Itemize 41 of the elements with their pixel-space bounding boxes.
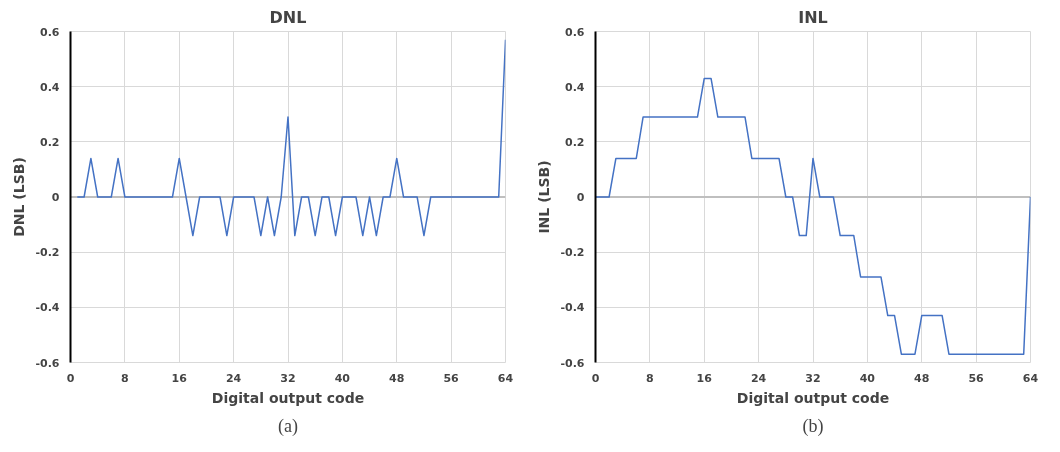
x-tick-label: 24 bbox=[750, 371, 767, 385]
x-tick-label: 16 bbox=[696, 371, 713, 385]
x-tick-label: 24 bbox=[225, 371, 242, 385]
y-tick-label: 0.4 bbox=[565, 80, 585, 94]
y-tick-label: 0.2 bbox=[565, 135, 585, 149]
x-tick-label: 48 bbox=[389, 371, 405, 385]
chart-title: DNL bbox=[269, 7, 307, 27]
y-tick-label: 0 bbox=[51, 191, 60, 204]
y-tick-label: 0.4 bbox=[40, 80, 60, 94]
y-tick-label: 0.2 bbox=[40, 135, 60, 149]
x-tick-label: 40 bbox=[859, 371, 876, 385]
x-tick-label: 56 bbox=[443, 371, 460, 385]
y-tick-label: -0.2 bbox=[35, 246, 60, 260]
y-tick-label: -0.2 bbox=[560, 246, 585, 260]
x-tick-label: 32 bbox=[805, 371, 821, 385]
y-tick-label: -0.6 bbox=[35, 356, 60, 370]
text: (b) bbox=[802, 415, 824, 437]
y-axis-title: DNL (LSB) bbox=[11, 157, 28, 237]
x-tick-label: 0 bbox=[591, 371, 600, 385]
x-tick-label: 8 bbox=[646, 371, 654, 385]
y-tick-label: 0.6 bbox=[565, 25, 585, 39]
x-tick-label: 32 bbox=[280, 371, 296, 385]
x-tick-label: 16 bbox=[171, 371, 188, 385]
x-axis-title: Digital output code bbox=[211, 389, 365, 406]
x-axis-title: Digital output code bbox=[736, 389, 890, 406]
y-axis-title: INL (LSB) bbox=[536, 160, 553, 234]
x-tick-label: 64 bbox=[497, 371, 514, 385]
x-tick-label: 40 bbox=[334, 371, 351, 385]
line-series bbox=[595, 77, 1031, 355]
y-tick-label: -0.4 bbox=[560, 301, 585, 315]
y-tick-label: -0.4 bbox=[35, 301, 60, 315]
y-tick-label: 0 bbox=[576, 191, 585, 204]
chart-title: INL bbox=[798, 7, 828, 27]
x-tick-label: 0 bbox=[66, 371, 75, 385]
y-tick-label: -0.6 bbox=[560, 356, 585, 370]
x-tick-label: 64 bbox=[1022, 371, 1039, 385]
x-tick-label: 48 bbox=[914, 371, 930, 385]
y-tick-label: 0.6 bbox=[40, 25, 60, 39]
x-tick-label: 56 bbox=[968, 371, 985, 385]
text: (a) bbox=[278, 415, 298, 437]
x-tick-label: 8 bbox=[121, 371, 129, 385]
